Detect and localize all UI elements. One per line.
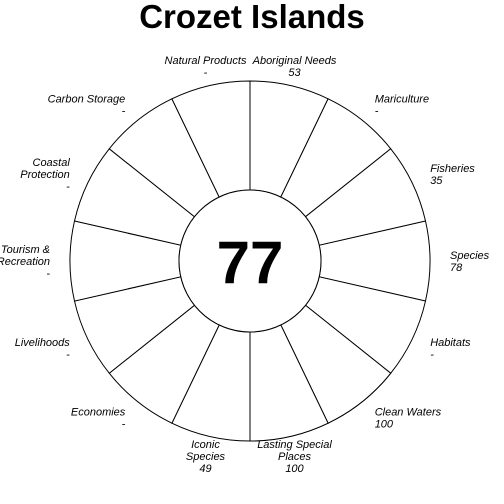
- petal-score: -: [122, 106, 126, 118]
- petal-name: Natural Products: [165, 55, 247, 67]
- petal-label: Economies -: [71, 406, 126, 430]
- petal-name: Species: [186, 451, 226, 463]
- petal-name: Coastal: [33, 157, 71, 169]
- petal-label: Lasting Special Places 100: [257, 439, 332, 475]
- petal-name: Protection: [20, 169, 70, 181]
- petal-name: Tourism &: [1, 244, 50, 256]
- petal-label: Clean Waters 100: [375, 406, 442, 430]
- petal-name: Places: [278, 451, 312, 463]
- petal-label: Coastal Protection -: [20, 157, 70, 193]
- center-score: 77: [217, 229, 284, 296]
- petal-label: Tourism & Recreation -: [0, 244, 50, 280]
- petal-score: 78: [450, 262, 463, 274]
- petal-label: Fisheries 35: [430, 163, 475, 187]
- center-circle: [178, 189, 322, 333]
- petal-name: Fisheries: [430, 163, 475, 175]
- petal-score: 53: [288, 67, 301, 79]
- petal-label: Natural Products -: [165, 55, 247, 79]
- petal-name: Carbon Storage: [48, 94, 126, 106]
- petal-name: Habitats: [430, 337, 471, 349]
- petal-name: Iconic: [191, 439, 220, 451]
- petal-label: Carbon Storage -: [48, 94, 126, 118]
- petal-label: Iconic Species 49: [186, 439, 226, 475]
- petal-name: Recreation: [0, 256, 50, 268]
- petal-score: -: [46, 268, 50, 280]
- petal-score: -: [375, 106, 379, 118]
- petal-score: -: [66, 349, 70, 361]
- petal-name: Livelihoods: [15, 337, 71, 349]
- petal-score: 35: [430, 175, 443, 187]
- petal-label: Mariculture -: [375, 94, 429, 118]
- petal-name: Aboriginal Needs: [252, 55, 337, 67]
- petal-name: Clean Waters: [375, 406, 442, 418]
- petal-score: -: [204, 67, 208, 79]
- petal-label: Aboriginal Needs 53: [252, 55, 337, 79]
- petal-score: 100: [285, 463, 304, 475]
- petal-score: -: [430, 349, 434, 361]
- petal-score: 49: [199, 463, 211, 475]
- petal-name: Economies: [71, 406, 126, 418]
- petal-score: 100: [375, 418, 394, 430]
- petal-name: Mariculture: [375, 94, 429, 106]
- petal-label: Species 78: [450, 250, 490, 274]
- petal-name: Lasting Special: [257, 439, 332, 451]
- petal-label: Livelihoods -: [15, 337, 71, 361]
- petal-score: -: [122, 418, 126, 430]
- petal-label: Habitats -: [430, 337, 471, 361]
- petal-name: Species: [450, 250, 490, 262]
- chart-title: Crozet Islands: [139, 0, 365, 35]
- petal-score: -: [66, 181, 70, 193]
